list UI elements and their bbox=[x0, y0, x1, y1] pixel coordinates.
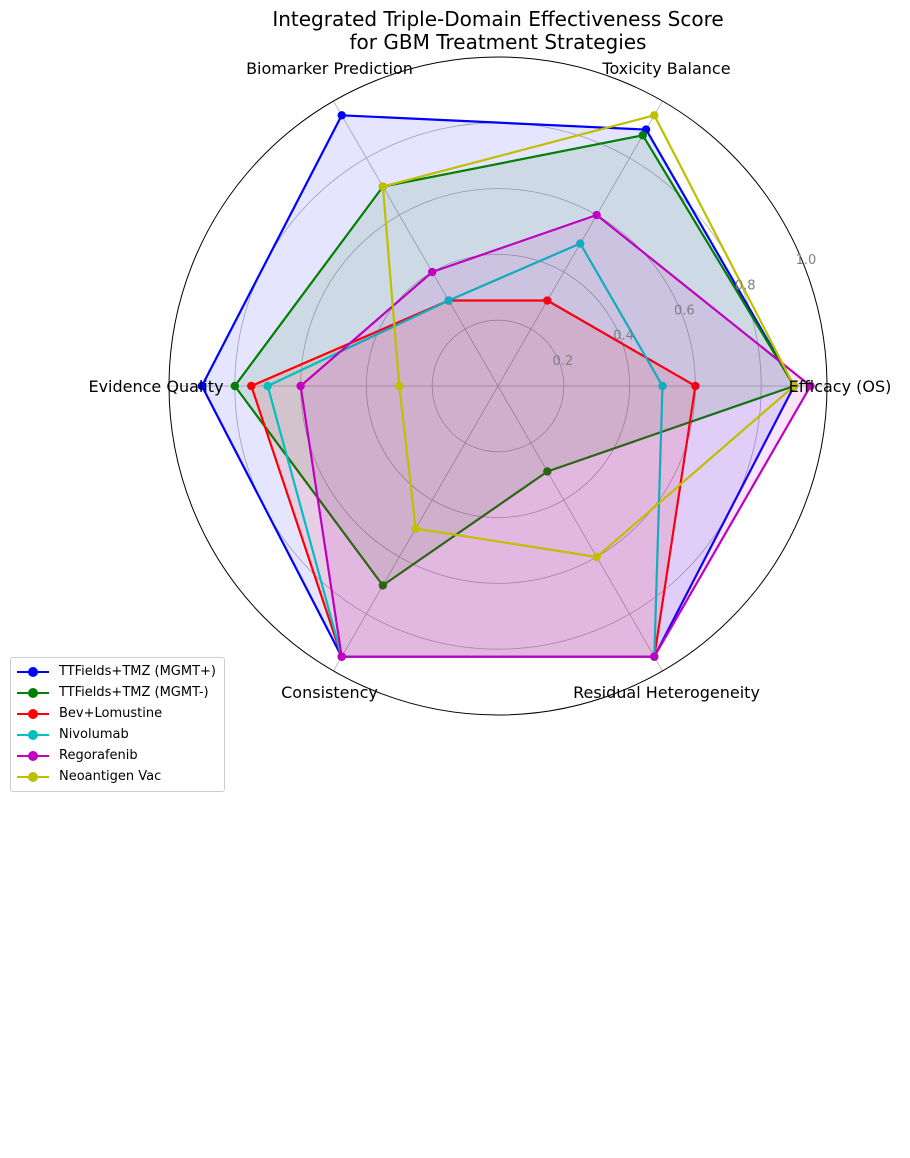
data-point bbox=[395, 381, 404, 391]
category-label: Toxicity Balance bbox=[601, 59, 730, 78]
r-tick-label: 1.0 bbox=[796, 253, 817, 268]
legend-item: TTFields+TMZ (MGMT-) bbox=[17, 682, 216, 703]
data-point bbox=[576, 239, 585, 248]
grid-spoke bbox=[497, 385, 663, 672]
data-point bbox=[197, 381, 207, 391]
category-label: Residual Heterogeneity bbox=[573, 683, 760, 702]
radar-series bbox=[197, 111, 815, 661]
category-label: Biomarker Prediction bbox=[246, 59, 413, 78]
legend-label: Neoantigen Vac bbox=[59, 769, 162, 784]
data-point bbox=[296, 381, 305, 391]
data-point bbox=[378, 581, 388, 590]
legend-swatch bbox=[17, 708, 49, 720]
legend-swatch bbox=[17, 750, 49, 762]
data-point bbox=[650, 652, 659, 661]
grid-spoke bbox=[333, 100, 499, 387]
category-label: Efficacy (OS) bbox=[789, 377, 892, 396]
data-point bbox=[337, 652, 346, 661]
legend-label: TTFields+TMZ (MGMT+) bbox=[59, 664, 217, 679]
data-point bbox=[592, 210, 601, 220]
legend-item: Nivolumab bbox=[17, 724, 216, 745]
legend-swatch bbox=[17, 771, 49, 783]
legend-item: TTFields+TMZ (MGMT+) bbox=[17, 661, 216, 682]
chart-title-line-1: Integrated Triple-Domain Effectiveness S… bbox=[272, 7, 723, 31]
data-point bbox=[658, 381, 667, 391]
data-point bbox=[444, 296, 453, 305]
legend-label: Nivolumab bbox=[59, 727, 129, 742]
legend-swatch bbox=[17, 729, 49, 741]
data-point bbox=[543, 296, 552, 305]
r-tick-label: 0.8 bbox=[735, 278, 756, 293]
legend-label: TTFields+TMZ (MGMT-) bbox=[59, 685, 209, 700]
chart-title-line-2: for GBM Treatment Strategies bbox=[350, 30, 647, 54]
data-point bbox=[411, 524, 420, 533]
r-tick-label: 0.2 bbox=[552, 354, 573, 369]
data-point bbox=[806, 381, 815, 391]
data-point bbox=[592, 552, 601, 562]
data-point bbox=[638, 131, 647, 140]
legend-label: Regorafenib bbox=[59, 748, 138, 763]
series-fill bbox=[201, 115, 795, 657]
category-label: Evidence Quality bbox=[88, 377, 223, 396]
data-point bbox=[650, 111, 659, 120]
legend-item: Neoantigen Vac bbox=[17, 766, 216, 787]
legend-item: Regorafenib bbox=[17, 745, 216, 766]
legend-swatch bbox=[17, 687, 49, 699]
legend-label: Bev+Lomustine bbox=[59, 706, 163, 721]
data-point bbox=[263, 381, 272, 391]
chart-legend: TTFields+TMZ (MGMT+) TTFields+TMZ (MGMT-)… bbox=[10, 657, 226, 792]
data-point bbox=[230, 381, 239, 391]
polar-frame bbox=[168, 56, 828, 716]
series-fill bbox=[251, 300, 696, 657]
data-point bbox=[337, 111, 346, 120]
data-point bbox=[543, 467, 552, 476]
series-fill bbox=[300, 215, 811, 657]
series-fill bbox=[234, 135, 795, 586]
data-point bbox=[247, 381, 256, 391]
radar-labels: 0.2 0.4 0.6 0.8 1.0 Efficacy (OS) Toxicity Bal… bbox=[88, 59, 891, 702]
data-point bbox=[789, 381, 799, 391]
category-label: Consistency bbox=[281, 683, 378, 702]
data-point bbox=[428, 267, 437, 277]
legend-item: Bev+Lomustine bbox=[17, 703, 216, 724]
r-tick-label: 0.4 bbox=[613, 329, 634, 344]
data-point bbox=[378, 182, 388, 191]
r-tick-label: 0.6 bbox=[674, 303, 695, 318]
legend-swatch bbox=[17, 666, 49, 678]
data-point bbox=[691, 381, 700, 391]
